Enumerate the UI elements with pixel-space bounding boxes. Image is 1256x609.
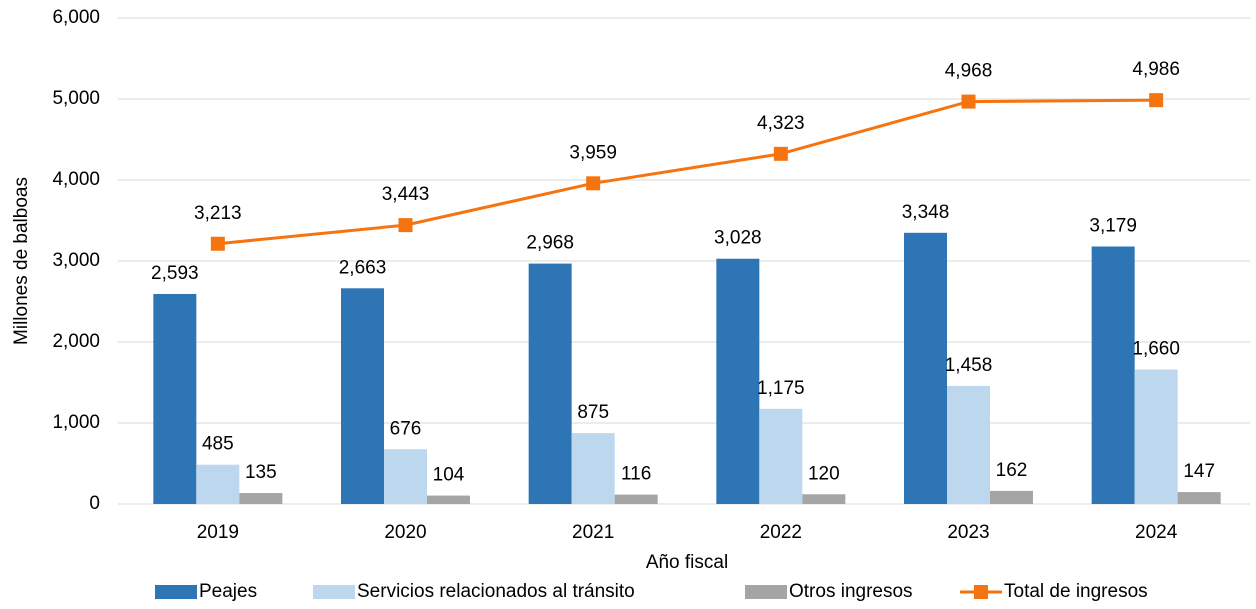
data-label: 3,028 [714,228,762,249]
y-tick-label: 0 [89,493,100,514]
legend-label: Otros ingresos [789,581,913,602]
data-label: 4,968 [945,61,993,82]
data-label: 3,179 [1089,216,1137,237]
bar [614,494,658,504]
data-label: 3,443 [382,184,430,205]
x-tick-label: 2024 [1135,522,1178,543]
legend-swatch [745,585,787,599]
y-tick-label: 4,000 [52,169,100,190]
x-tick-label: 2022 [760,522,802,543]
legend-label: Servicios relacionados al tránsito [357,581,635,602]
legend-marker [974,585,988,599]
marker [586,176,601,191]
data-label: 2,968 [526,233,574,254]
bar [341,288,384,504]
bar [904,232,947,504]
bar [196,464,240,504]
data-label: 2,663 [339,257,387,278]
marker [398,218,413,233]
data-label: 3,213 [194,203,242,224]
data-label: 120 [808,463,840,484]
x-tick-label: 2021 [572,522,614,543]
marker [1149,93,1164,108]
bar [571,433,615,504]
data-label: 4,986 [1132,59,1180,80]
marker [773,146,788,161]
y-tick-label: 1,000 [52,412,100,433]
bar [990,490,1033,504]
x-tick-label: 2023 [947,522,989,543]
marker [210,236,225,251]
bar [802,494,846,504]
y-tick-label: 5,000 [52,88,100,109]
legend-label: Peajes [199,581,257,602]
bar [716,258,760,504]
data-label: 104 [433,465,465,486]
legend-swatch [155,585,197,599]
bar [1091,246,1135,504]
bar [384,449,427,504]
y-axis-label: Millones de balboas [11,177,32,345]
bar [1134,369,1178,504]
data-label: 135 [245,462,277,483]
data-label: 147 [1183,461,1215,482]
bar [1177,492,1221,504]
bar [239,493,283,504]
data-label: 875 [577,402,609,423]
bar [947,385,990,504]
marker [961,94,976,109]
data-label: 116 [621,464,651,485]
y-tick-label: 3,000 [52,250,100,271]
legend-swatch [313,585,355,599]
data-label: 2,593 [151,263,199,284]
x-tick-label: 2019 [197,522,239,543]
data-label: 3,348 [902,202,950,223]
legend-label: Total de ingresos [1004,581,1148,602]
data-label: 4,323 [757,113,805,134]
bar [759,408,803,504]
data-label: 485 [202,434,234,455]
data-label: 162 [996,460,1028,481]
data-label: 1,175 [757,378,805,399]
data-label: 1,458 [945,355,993,376]
bar [153,293,197,504]
bar [528,263,572,504]
x-tick-label: 2020 [384,522,426,543]
data-label: 1,660 [1132,339,1180,360]
bar [427,495,470,504]
y-tick-label: 6,000 [52,7,100,28]
line [217,98,1157,246]
data-label: 3,959 [569,142,617,163]
y-tick-label: 2,000 [52,331,100,352]
data-label: 676 [390,418,422,439]
x-axis-label: Año fiscal [646,552,728,573]
